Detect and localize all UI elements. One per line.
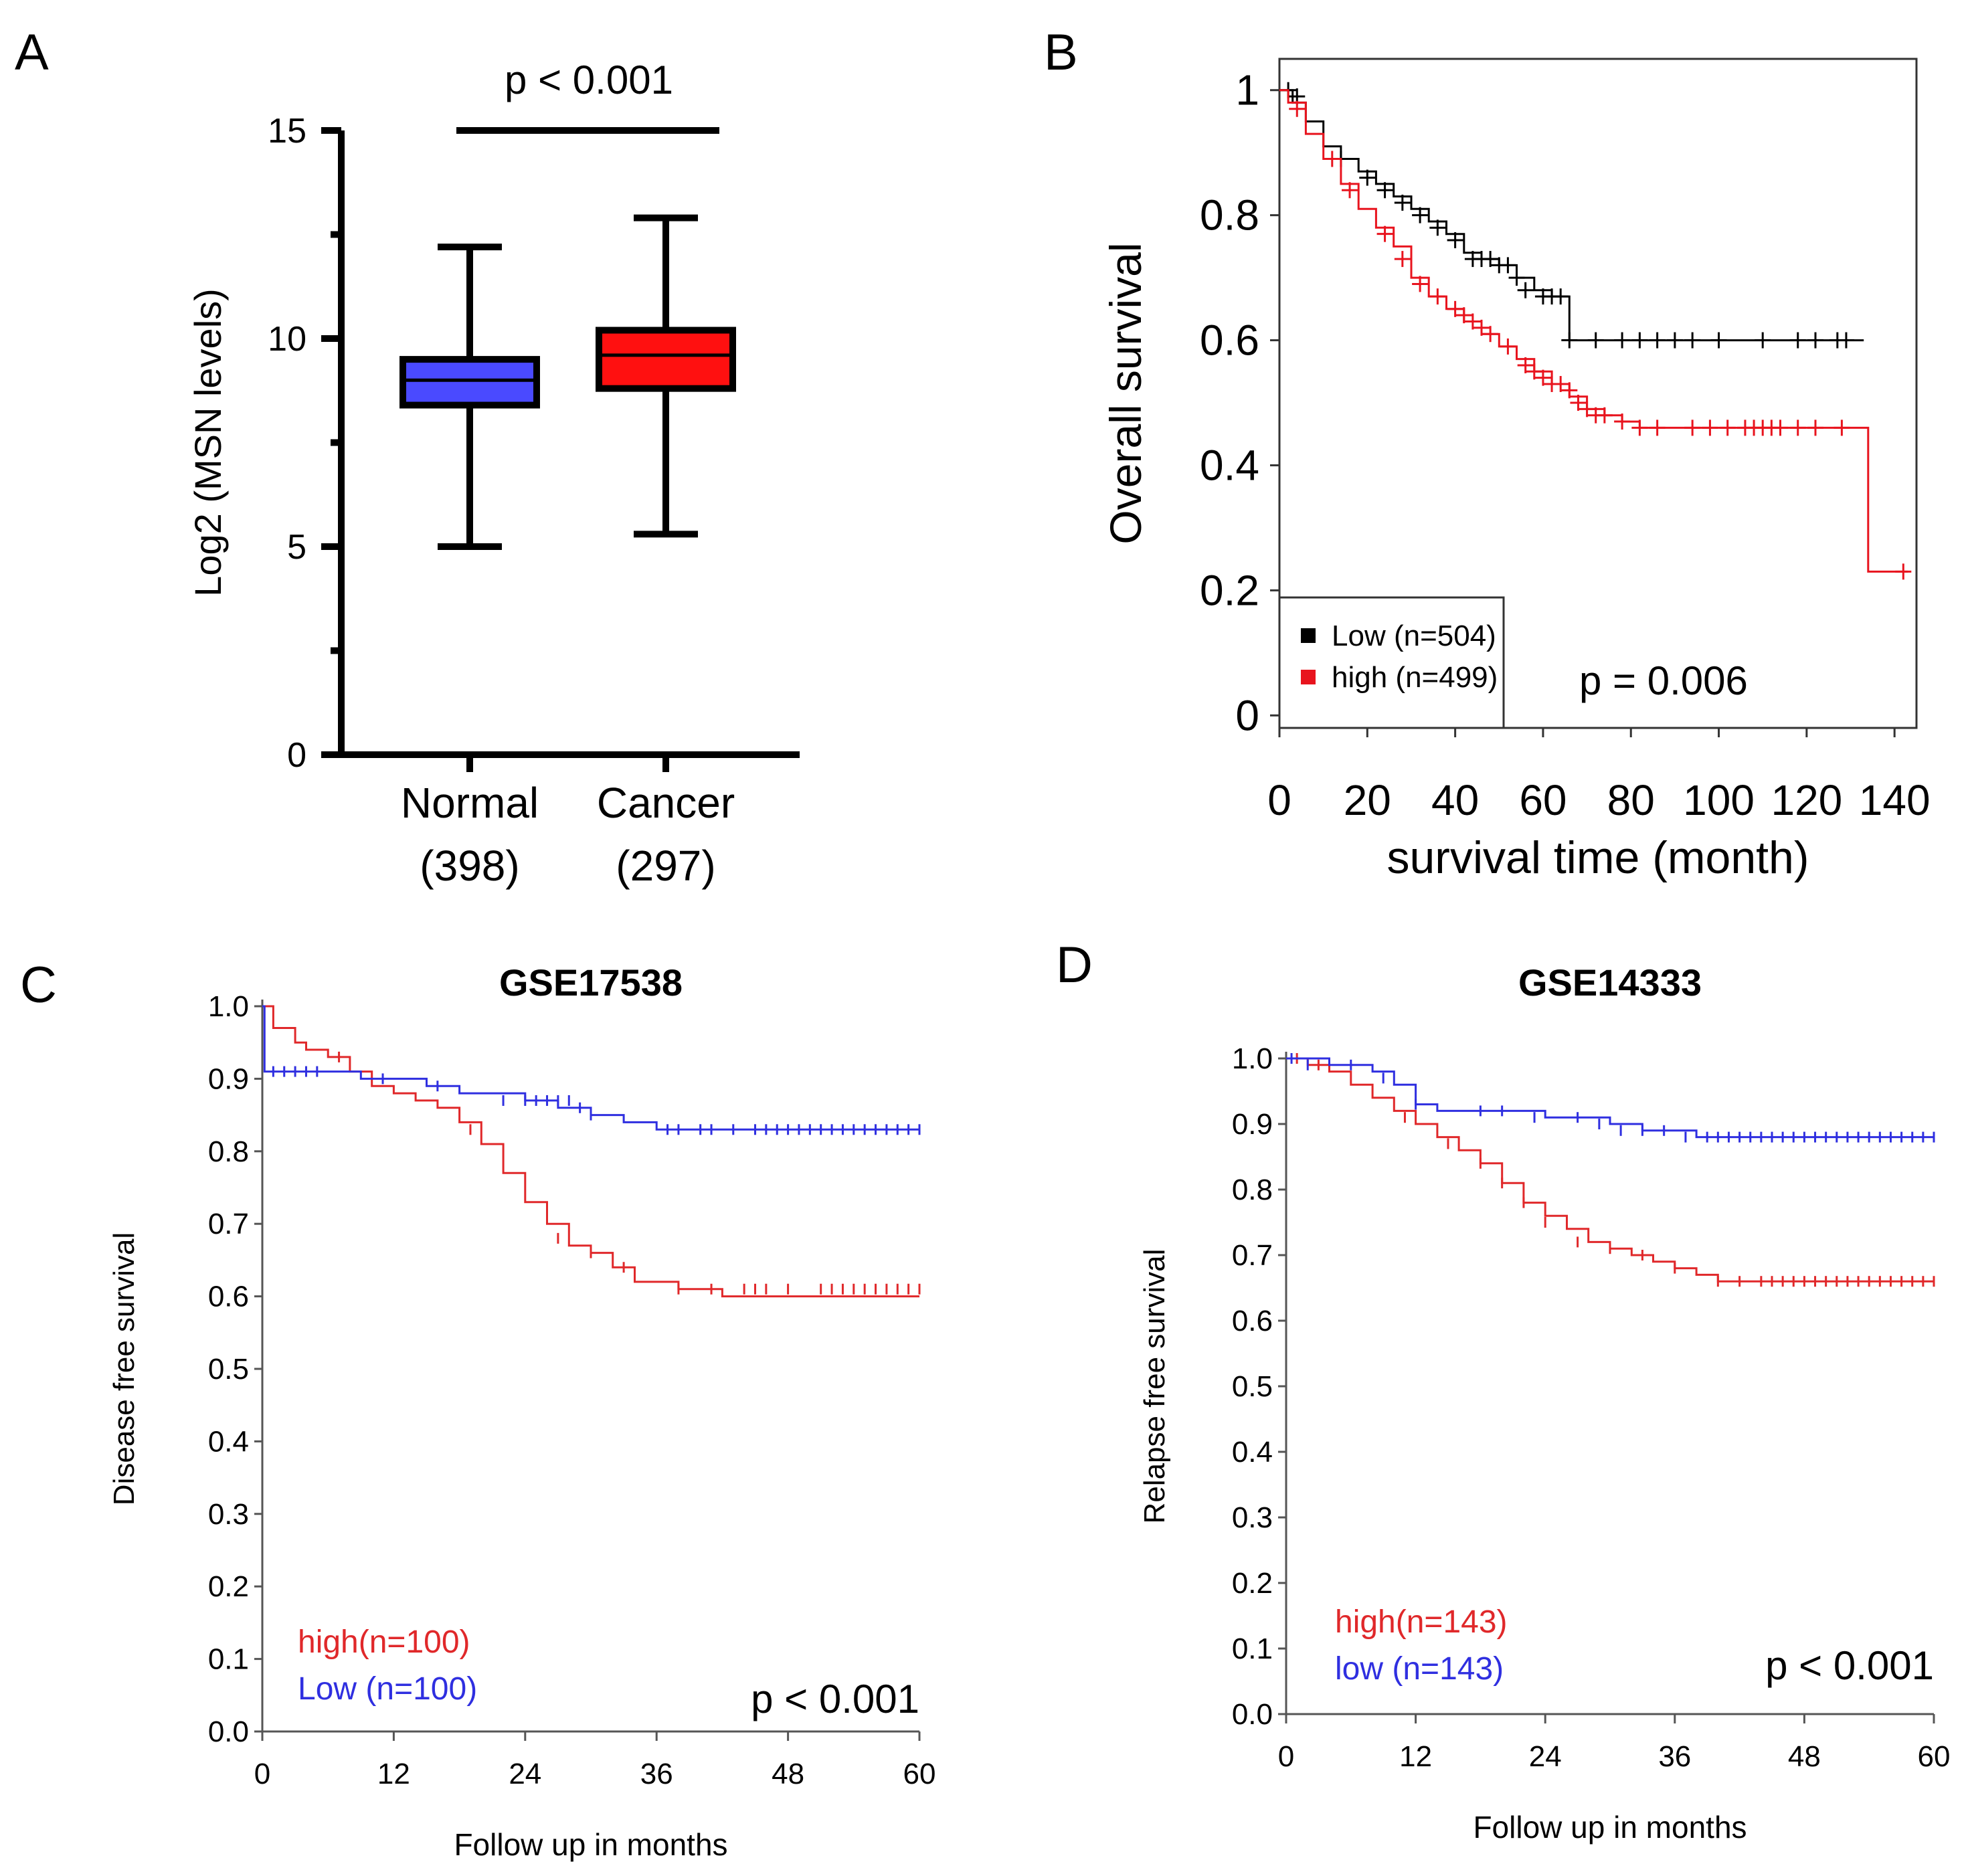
y-tick-label: 0 bbox=[1235, 691, 1259, 739]
p-value-label: p = 0.006 bbox=[1579, 658, 1748, 703]
x-axis-title: Follow up in months bbox=[1473, 1810, 1747, 1845]
x-tick-label: 36 bbox=[640, 1758, 673, 1790]
panel-letter-d: D bbox=[1056, 937, 1093, 994]
legend-label: high (n=499) bbox=[1332, 661, 1498, 694]
plot-frame bbox=[1278, 58, 1918, 729]
x-tick-label: 24 bbox=[1529, 1740, 1562, 1773]
y-tick-label: 0.0 bbox=[1232, 1698, 1273, 1731]
y-tick-label: 0.0 bbox=[208, 1715, 249, 1748]
y-tick-label: 0.6 bbox=[1232, 1305, 1273, 1337]
box-cancer bbox=[596, 326, 736, 392]
panel-letter-c: C bbox=[20, 957, 57, 1014]
x-tick-label: 48 bbox=[1788, 1740, 1821, 1773]
y-tick-label: 1.0 bbox=[1232, 1042, 1273, 1075]
y-axis-title: Overall survival bbox=[1101, 242, 1150, 544]
x-tick-label: 0 bbox=[1278, 1740, 1294, 1773]
y-tick-label: 10 bbox=[268, 320, 306, 359]
panel-d-relapse-free-survival: 0.0 0.1 0.2 0.3 0.4 0.5 0.6 0.7 0.8 0.9 1.0 0 12 24 36… bbox=[1138, 961, 1950, 1845]
legend-label: high(n=100) bbox=[298, 1624, 470, 1660]
km-curve-second bbox=[1279, 89, 1908, 573]
y-tick-label: 0.8 bbox=[1232, 1174, 1273, 1206]
panel-b-overall-survival: 0 0.2 0.4 0.6 0.8 1 0 20 40 60 80 100 120 140 survival… bbox=[1101, 58, 1931, 883]
y-tick-label: 0.2 bbox=[208, 1570, 249, 1603]
x-tick-label: 12 bbox=[1399, 1740, 1432, 1773]
category-label: Cancer bbox=[597, 779, 735, 827]
x-tick-label: 40 bbox=[1431, 776, 1479, 824]
y-tick-label: 1 bbox=[1235, 66, 1259, 114]
x-tick-label: 0 bbox=[1267, 776, 1291, 824]
panel-letter-a: A bbox=[15, 24, 49, 81]
x-tick-label: 36 bbox=[1658, 1740, 1691, 1773]
x-tick-label: 140 bbox=[1859, 776, 1931, 824]
legend: Low (n=504) high (n=499) bbox=[1278, 596, 1505, 729]
y-tick-label: 0.1 bbox=[208, 1643, 249, 1676]
legend-swatch bbox=[1301, 670, 1316, 684]
legend-label: Low (n=504) bbox=[1332, 620, 1496, 652]
x-tick-label: 80 bbox=[1607, 776, 1655, 824]
legend-swatch bbox=[1301, 628, 1316, 643]
y-tick-label: 0.4 bbox=[1200, 441, 1259, 489]
y-tick-label: 0.8 bbox=[1200, 191, 1259, 240]
p-value-label: p < 0.001 bbox=[1765, 1643, 1934, 1688]
category-count-label: (398) bbox=[420, 842, 519, 890]
y-tick-label: 0.5 bbox=[208, 1353, 249, 1386]
p-value-label: p < 0.001 bbox=[751, 1677, 919, 1721]
y-tick-label: 1.0 bbox=[208, 990, 249, 1023]
y-tick-label: 0.3 bbox=[1232, 1501, 1273, 1534]
y-tick-label: 0.2 bbox=[1200, 566, 1259, 614]
chart-title: GSE14333 bbox=[1518, 961, 1702, 1004]
x-axis-title: survival time (month) bbox=[1387, 832, 1809, 883]
y-tick-label: 0.6 bbox=[1200, 316, 1259, 365]
y-tick-label: 0 bbox=[287, 736, 306, 775]
panel-a-boxplot: 0 5 10 15 Log2 (MSN levels) Normal (398) Cancer… bbox=[187, 58, 800, 890]
y-axis-title: Relapse free survival bbox=[1138, 1249, 1171, 1524]
y-tick-label: 0.1 bbox=[1232, 1632, 1273, 1665]
km-curve-first bbox=[262, 1005, 919, 1298]
y-tick-label: 5 bbox=[287, 528, 306, 567]
y-tick-label: 0.4 bbox=[1232, 1436, 1273, 1469]
legend-label: low (n=143) bbox=[1335, 1651, 1504, 1687]
y-tick-label: 0.5 bbox=[1232, 1370, 1273, 1403]
x-tick-label: 60 bbox=[1519, 776, 1567, 824]
panel-letter-b: B bbox=[1044, 24, 1078, 81]
y-tick-label: 0.7 bbox=[208, 1208, 249, 1240]
y-tick-label: 0.3 bbox=[208, 1498, 249, 1531]
x-tick-label: 60 bbox=[1918, 1740, 1951, 1773]
y-tick-label: 0.7 bbox=[1232, 1239, 1273, 1272]
y-tick-label: 0.9 bbox=[208, 1062, 249, 1095]
x-tick-label: 48 bbox=[772, 1758, 804, 1790]
y-tick-label: 0.4 bbox=[208, 1425, 249, 1458]
p-value-label: p < 0.001 bbox=[505, 58, 673, 102]
legend-label: high(n=143) bbox=[1335, 1604, 1508, 1640]
y-tick-label: 0.2 bbox=[1232, 1567, 1273, 1600]
box-normal bbox=[399, 356, 540, 409]
panel-c-disease-free-survival: 0.0 0.1 0.2 0.3 0.4 0.5 0.6 0.7 0.8 0.9 1.0 0 12 24 36… bbox=[108, 961, 935, 1862]
km-curve-first bbox=[1279, 89, 1864, 342]
legend-label: Low (n=100) bbox=[298, 1671, 477, 1707]
x-tick-label: 24 bbox=[509, 1758, 541, 1790]
x-tick-label: 60 bbox=[903, 1758, 936, 1790]
legend-box bbox=[1278, 596, 1505, 729]
chart-title: GSE17538 bbox=[499, 961, 683, 1004]
x-tick-label: 20 bbox=[1344, 776, 1391, 824]
y-tick-label: 0.8 bbox=[208, 1135, 249, 1168]
y-tick-label: 0.6 bbox=[208, 1281, 249, 1313]
x-tick-label: 120 bbox=[1771, 776, 1842, 824]
category-count-label: (297) bbox=[616, 842, 715, 890]
y-axis-title: Log2 (MSN levels) bbox=[187, 288, 229, 597]
x-tick-label: 12 bbox=[377, 1758, 410, 1790]
x-tick-label: 0 bbox=[254, 1758, 270, 1790]
km-curve-second bbox=[262, 1005, 919, 1131]
km-curve-first bbox=[1286, 1057, 1934, 1283]
x-axis-title: Follow up in months bbox=[454, 1827, 727, 1862]
x-tick-label: 100 bbox=[1683, 776, 1755, 824]
category-label: Normal bbox=[401, 779, 539, 827]
y-axis-title: Disease free survival bbox=[108, 1232, 141, 1505]
y-tick-label: 0.9 bbox=[1232, 1108, 1273, 1141]
y-tick-label: 15 bbox=[268, 112, 306, 151]
